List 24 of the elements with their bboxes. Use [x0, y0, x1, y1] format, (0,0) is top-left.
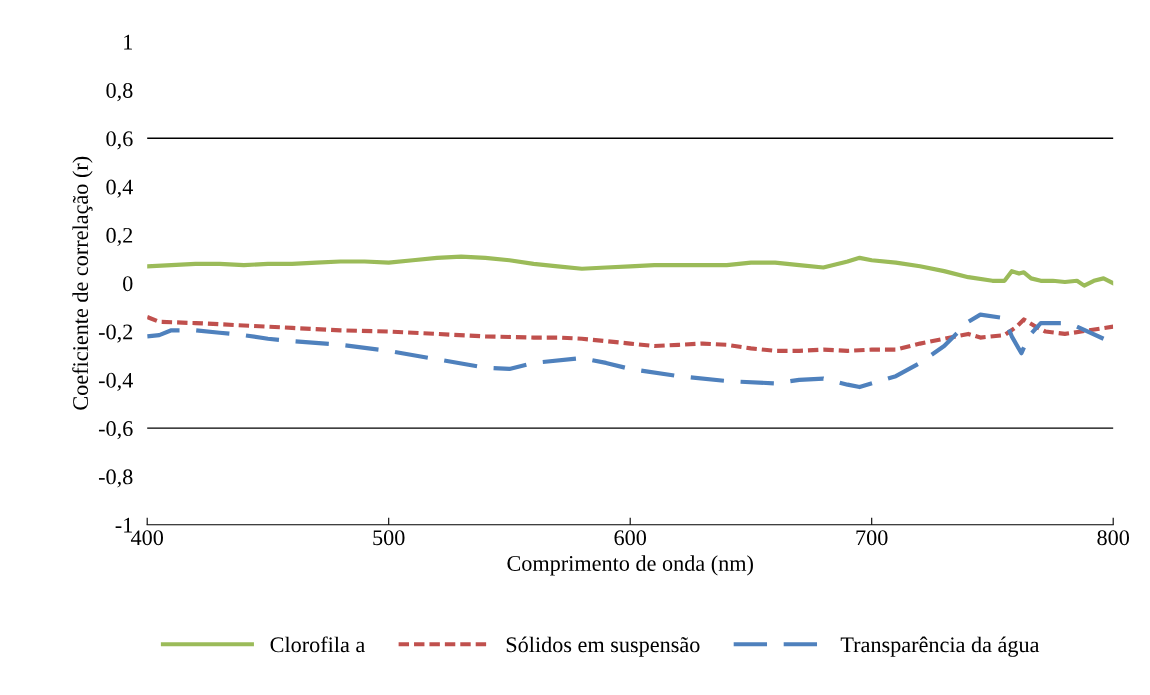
x-tick-label: 800: [1097, 530, 1130, 546]
x-tick-label: 600: [614, 530, 647, 546]
x-tick-label: 500: [373, 530, 405, 546]
y-tick-label: 0: [123, 276, 133, 292]
y-tick-label: -0,2: [98, 324, 133, 343]
y-tick-label: -0,6: [98, 421, 133, 440]
line-series: [147, 314, 1114, 353]
y-tick-label: -0,4: [98, 372, 133, 391]
y-tick-label: 0,8: [106, 82, 133, 102]
legend-label: Transparência da água: [840, 636, 1040, 657]
x-tick-label: 400: [130, 530, 164, 546]
y-tick-label: 0,4: [106, 179, 133, 198]
y-axis-title: Coeficiente de correlação (r): [72, 156, 93, 410]
line-series: [147, 312, 1106, 390]
line-series: [147, 254, 1114, 288]
x-tick-label: 700: [856, 530, 888, 546]
y-tick-label: -0,8: [98, 469, 133, 488]
x-axis-title: Comprimento de onda (nm): [507, 555, 753, 576]
y-tick-label: 1: [124, 34, 132, 50]
legend-label: Sólidos em suspensão: [506, 636, 700, 657]
legend-label: Clorofila a: [270, 636, 365, 653]
y-tick-label: 0,2: [106, 227, 133, 247]
y-tick-label: -1: [115, 517, 132, 533]
y-tick-label: 0,6: [106, 131, 133, 150]
